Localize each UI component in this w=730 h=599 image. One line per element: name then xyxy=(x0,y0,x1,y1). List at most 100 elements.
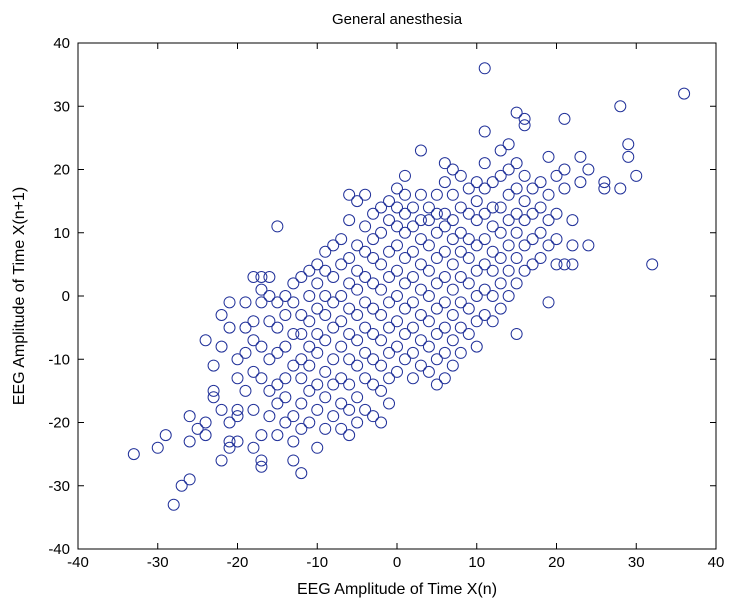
data-point xyxy=(558,112,571,125)
data-point xyxy=(406,220,419,233)
data-point xyxy=(494,226,507,239)
data-point xyxy=(542,239,555,252)
data-point xyxy=(438,245,451,258)
data-point xyxy=(183,435,196,448)
chart-title: General anesthesia xyxy=(332,11,463,28)
data-point xyxy=(263,384,276,397)
data-point xyxy=(478,62,491,75)
data-point xyxy=(167,498,180,511)
data-point xyxy=(351,334,364,347)
data-point xyxy=(343,403,356,416)
data-point xyxy=(462,277,475,290)
data-point xyxy=(550,169,563,182)
data-point xyxy=(335,422,348,435)
data-point xyxy=(263,271,276,284)
data-point xyxy=(295,372,308,385)
data-point xyxy=(223,321,236,334)
data-point xyxy=(494,201,507,214)
data-point xyxy=(422,365,435,378)
data-point xyxy=(271,397,284,410)
data-point xyxy=(343,188,356,201)
data-point xyxy=(454,321,467,334)
data-point xyxy=(454,245,467,258)
data-point xyxy=(295,353,308,366)
data-point xyxy=(303,359,316,372)
data-point xyxy=(502,214,515,227)
x-tick-label: 30 xyxy=(628,554,645,571)
data-point xyxy=(438,271,451,284)
data-point xyxy=(223,296,236,309)
y-tick-label: 0 xyxy=(62,288,70,305)
data-point xyxy=(311,346,324,359)
data-point xyxy=(247,403,260,416)
data-point xyxy=(446,163,459,176)
data-point xyxy=(438,176,451,189)
data-point xyxy=(231,403,244,416)
data-point xyxy=(303,416,316,429)
data-point xyxy=(351,264,364,277)
data-point xyxy=(319,245,332,258)
data-point xyxy=(279,372,292,385)
data-point xyxy=(446,308,459,321)
data-point xyxy=(375,201,388,214)
data-point xyxy=(375,226,388,239)
data-point xyxy=(534,176,547,189)
data-point xyxy=(454,201,467,214)
data-point xyxy=(295,397,308,410)
x-tick-label: 10 xyxy=(468,554,485,571)
data-point xyxy=(414,233,427,246)
data-point xyxy=(542,296,555,309)
data-point xyxy=(438,346,451,359)
data-point xyxy=(287,359,300,372)
data-point xyxy=(398,226,411,239)
data-point xyxy=(391,290,403,302)
data-point xyxy=(558,258,571,271)
data-point xyxy=(327,321,340,334)
data-point xyxy=(327,378,340,391)
data-point xyxy=(430,207,443,220)
data-point xyxy=(343,429,356,442)
axes-box xyxy=(77,42,717,550)
data-point xyxy=(502,163,515,176)
data-point xyxy=(351,283,364,296)
data-point xyxy=(446,258,459,271)
data-point xyxy=(678,87,691,100)
data-point xyxy=(335,340,348,353)
data-point xyxy=(271,296,284,309)
y-tick-label: 30 xyxy=(53,98,70,115)
data-point xyxy=(223,416,236,429)
data-point xyxy=(438,207,451,220)
data-point xyxy=(215,308,228,321)
data-point xyxy=(303,290,316,302)
data-point xyxy=(422,201,435,214)
data-point xyxy=(478,308,491,321)
data-point xyxy=(255,460,268,473)
data-point xyxy=(375,359,388,372)
data-point xyxy=(422,290,435,302)
data-point xyxy=(486,201,499,214)
data-point xyxy=(406,372,419,385)
data-point xyxy=(343,302,356,315)
data-point xyxy=(375,384,388,397)
data-point xyxy=(383,397,396,410)
x-tick-label: -10 xyxy=(306,554,328,571)
data-point xyxy=(470,315,483,328)
data-point xyxy=(367,353,380,366)
data-point xyxy=(215,403,228,416)
data-point xyxy=(391,220,403,233)
data-point xyxy=(223,435,236,448)
data-point xyxy=(414,308,427,321)
data-point xyxy=(295,271,308,284)
data-point xyxy=(438,296,451,309)
data-point xyxy=(319,290,332,302)
data-point xyxy=(462,233,475,246)
y-axis: -40 -30 -20 -10 0 10 20 30 40 xyxy=(48,35,716,558)
data-point xyxy=(430,353,443,366)
data-point xyxy=(438,321,451,334)
data-point xyxy=(255,429,268,442)
data-point xyxy=(391,264,403,277)
data-point xyxy=(414,334,427,347)
data-point xyxy=(510,327,523,340)
data-point xyxy=(255,271,268,284)
